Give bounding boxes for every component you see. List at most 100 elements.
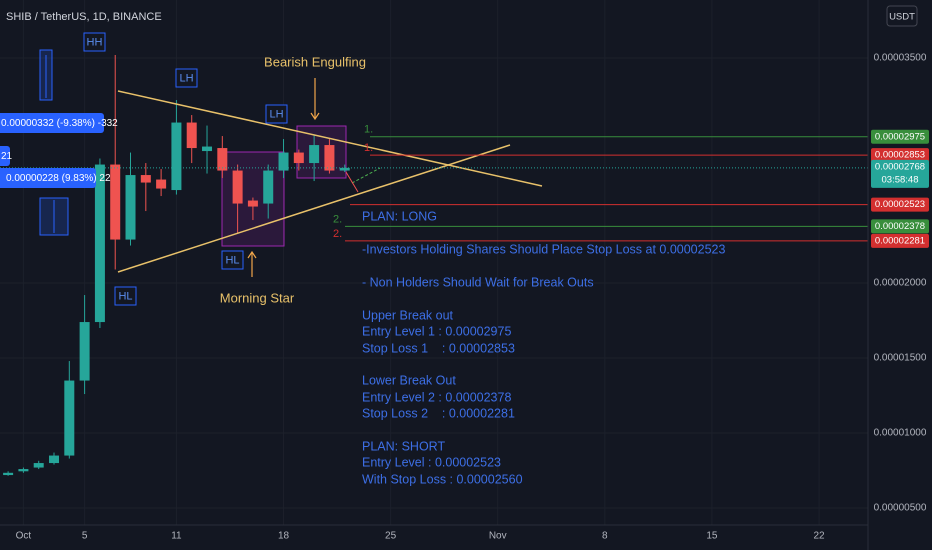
- x-tick-label: 22: [813, 531, 825, 542]
- candle-body: [202, 146, 213, 152]
- y-tick-label: 0.00000500: [874, 503, 927, 514]
- levels: 1. 1. 2. 2.: [0, 124, 868, 242]
- last-price-countdown: 03:58:48: [882, 174, 919, 185]
- pattern-label-box: [83, 32, 106, 52]
- level-label-bg: [871, 197, 929, 212]
- level-marker: 1.: [364, 142, 373, 154]
- candle-body: [140, 175, 151, 183]
- annotation: Morning Star: [220, 290, 295, 305]
- level-label: 0.00002523: [875, 199, 925, 210]
- candle-body: [278, 152, 289, 171]
- x-tick-label: Nov: [489, 531, 507, 542]
- candle-body: [110, 164, 121, 240]
- level-label-bg: [871, 233, 929, 248]
- trend-line: [117, 90, 543, 187]
- x-tick-label: Oct: [16, 531, 32, 542]
- pattern-label: LH: [179, 72, 193, 84]
- note-line: Upper Break out: [362, 308, 454, 322]
- level-marker: 2.: [333, 213, 342, 225]
- candle-body: [3, 472, 14, 476]
- measurement-label: 0.00000228 (9.83%) 22: [6, 173, 111, 184]
- level-label: 0.00002853: [875, 150, 925, 161]
- x-tick-label: 11: [171, 531, 182, 542]
- candle-body: [79, 322, 90, 381]
- y-tick-label: 0.00002000: [874, 278, 927, 289]
- pattern-box: [296, 125, 347, 179]
- level-label-bg: [871, 148, 929, 163]
- arrow: [345, 171, 359, 193]
- pattern-label: HH: [87, 36, 103, 48]
- candle-body: [293, 152, 304, 164]
- annotation: Bearish Engulfing: [264, 54, 366, 69]
- note-line: Entry Level 1 : 0.00002975: [362, 324, 511, 338]
- x-tick-label: 5: [82, 531, 88, 542]
- last-price-bg: [871, 159, 929, 188]
- candle-body: [232, 170, 243, 204]
- overlay: HH LH LH HL HL Bearish Engulfing Morning Star 0…: [0, 32, 725, 486]
- candles: [3, 55, 350, 476]
- pattern-label: HL: [118, 290, 132, 302]
- level-label: 0.00002975: [875, 131, 925, 142]
- candle-body: [156, 179, 167, 189]
- note-line: With Stop Loss : 0.00002560: [362, 472, 523, 486]
- candle-body: [64, 380, 75, 456]
- candle-body: [49, 455, 60, 464]
- pattern-label: LH: [269, 108, 283, 120]
- level-label-bg: [871, 129, 929, 144]
- chart-title: SHIB / TetherUS, 1D, BINANCE: [6, 11, 162, 23]
- measurement-label: 0.00000332 (-9.38%) -332: [1, 118, 118, 129]
- pattern-label-box: [221, 250, 244, 270]
- trend-line: [117, 144, 511, 273]
- y-tick-label: 0.00003500: [874, 53, 927, 64]
- candle-body: [33, 463, 44, 468]
- note-line: Lower Break Out: [362, 373, 456, 387]
- candle-body: [247, 200, 258, 207]
- pattern-label-box: [265, 104, 288, 124]
- level-marker: 1.: [364, 124, 373, 136]
- measurement-label: 21: [1, 151, 13, 162]
- axes: Oct 5 11 18 25 Nov 8 15 22 0.00000500 0.00001000 0.…: [16, 53, 929, 542]
- level-label-bg: [871, 219, 929, 234]
- note-line: Stop Loss 2 : 0.00002281: [362, 406, 515, 420]
- candle-body: [263, 170, 274, 204]
- note-line: - Non Holders Should Wait for Break Outs: [362, 275, 594, 289]
- note-line: Entry Level : 0.00002523: [362, 455, 501, 469]
- currency-label[interactable]: USDT: [889, 12, 915, 23]
- y-tick-label: 0.00001000: [874, 428, 927, 439]
- x-tick-label: 18: [278, 531, 290, 542]
- note-line: Stop Loss 1 : 0.00002853: [362, 341, 515, 355]
- last-price-label: 0.00002768: [875, 161, 925, 172]
- candle-body: [217, 148, 228, 171]
- x-tick-label: 15: [706, 531, 718, 542]
- arrow-head: [247, 250, 257, 259]
- candle-body: [94, 164, 105, 323]
- candle-body: [18, 469, 29, 472]
- note-line: PLAN: LONG: [362, 209, 437, 223]
- currency-button[interactable]: [886, 5, 918, 27]
- level-label: 0.00002378: [875, 221, 925, 232]
- candle-body: [125, 175, 136, 240]
- arrow: [351, 167, 381, 184]
- candle-body: [171, 122, 182, 191]
- candle-body: [339, 167, 350, 171]
- note-line: PLAN: SHORT: [362, 439, 445, 453]
- x-tick-label: 25: [385, 531, 397, 542]
- pattern-label: HL: [225, 254, 239, 266]
- pattern-label-box: [175, 68, 198, 88]
- measurement-bg: [0, 168, 96, 188]
- level-marker: 2.: [333, 228, 342, 240]
- candle-body: [186, 122, 197, 149]
- x-tick-label: 8: [602, 531, 608, 542]
- measurement-bg: [0, 113, 104, 133]
- note-line: Entry Level 2 : 0.00002378: [362, 390, 511, 404]
- note-line: -Investors Holding Shares Should Place S…: [362, 242, 725, 256]
- y-tick-label: 0.00001500: [874, 353, 927, 364]
- candle-body: [309, 145, 320, 164]
- arrow-head: [310, 112, 320, 121]
- pattern-label-box: [114, 286, 137, 306]
- measurement-bg: [0, 146, 10, 166]
- candle-body: [324, 145, 335, 171]
- level-label: 0.00002281: [875, 235, 925, 246]
